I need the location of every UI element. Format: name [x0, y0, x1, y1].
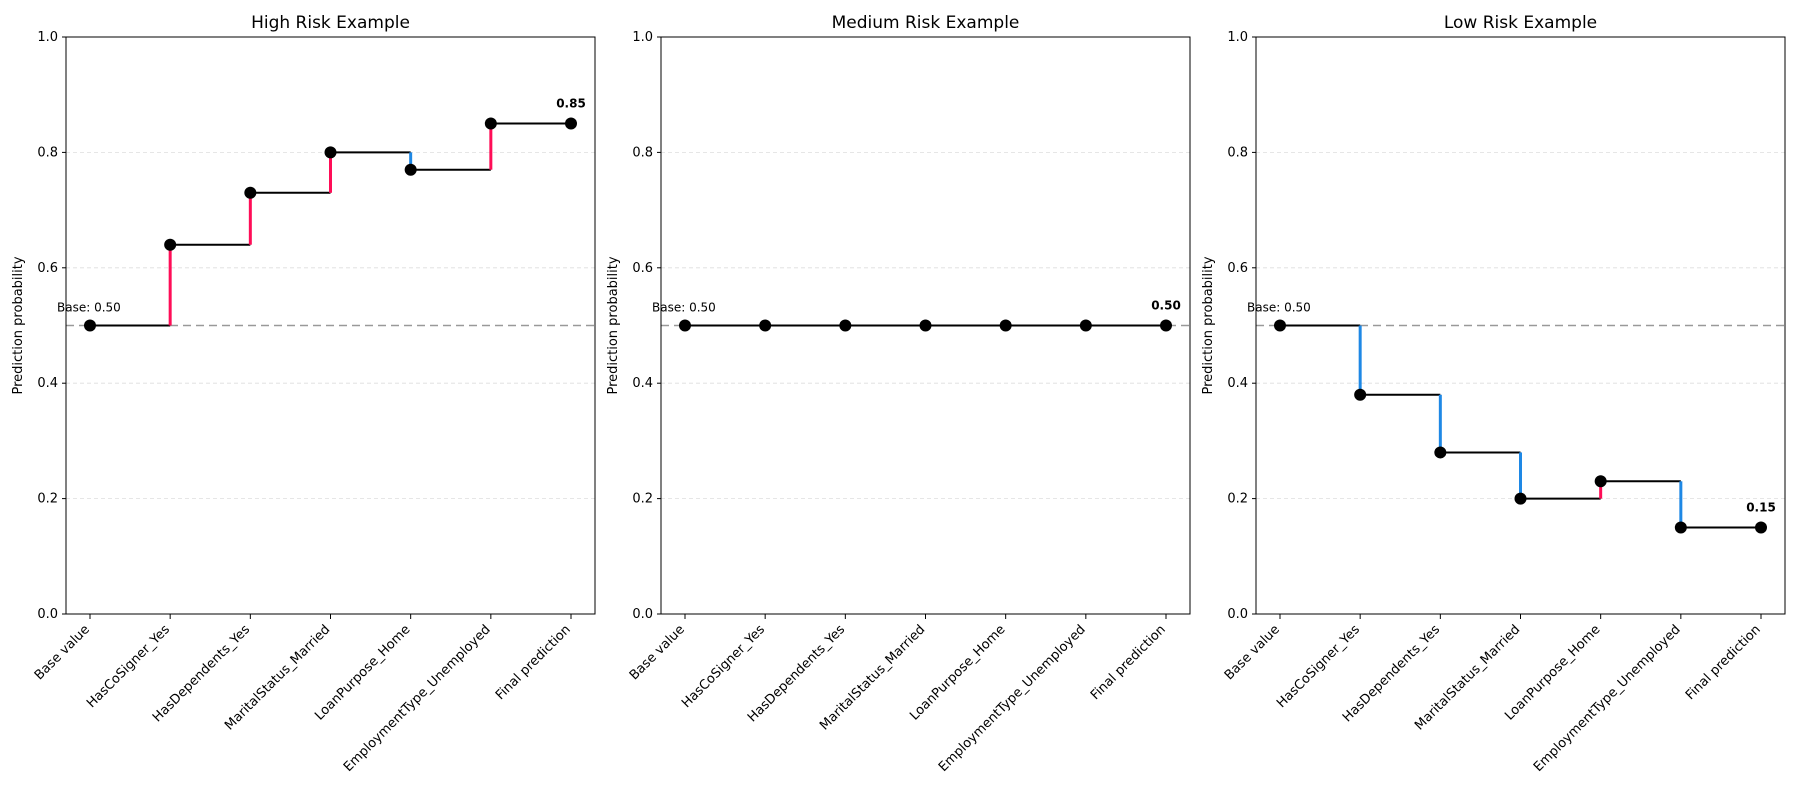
data-point	[1514, 492, 1527, 505]
data-point	[839, 319, 852, 332]
final-value-label: 0.85	[556, 97, 586, 111]
x-tick-label: EmploymentType_Unemployed	[341, 622, 494, 775]
y-axis-label: Prediction probability	[1201, 256, 1216, 394]
y-tick-label: 1.0	[37, 30, 58, 45]
chart-panel-2: 0.0 0.2 0.4 0.6 0.8 1.0 Base: 0.50 0.50 Base val…	[606, 13, 1191, 775]
chart-panel-1: 0.0 0.2 0.4 0.6 0.8 1.0 Base: 0.50 0.85 Base val…	[11, 13, 596, 775]
y-tick-label: 0.0	[37, 607, 58, 622]
y-tick-label: 1.0	[1227, 30, 1248, 45]
chart-panel-3: 0.0 0.2 0.4 0.6 0.8 1.0 Base: 0.50 0.15 Base val…	[1201, 13, 1786, 775]
y-tick-label: 0.2	[37, 492, 58, 507]
data-point	[1434, 446, 1447, 459]
y-tick-label: 0.4	[1227, 376, 1248, 391]
data-point	[1079, 319, 1092, 332]
chart-title: High Risk Example	[251, 13, 410, 33]
y-tick-label: 0.0	[632, 607, 653, 622]
x-tick-label: EmploymentType_Unemployed	[1531, 622, 1684, 775]
data-point	[679, 319, 691, 332]
base-value-label: Base: 0.50	[1247, 301, 1311, 315]
data-point	[484, 117, 497, 130]
data-point	[1274, 319, 1286, 332]
chart-title: Medium Risk Example	[832, 13, 1020, 33]
data-point	[1674, 521, 1687, 534]
data-point	[404, 163, 417, 176]
x-tick-label: Final prediction	[1683, 622, 1764, 703]
y-tick-label: 0.0	[1227, 607, 1248, 622]
x-tick-label: HasCoSigner_Yes	[84, 622, 173, 711]
base-value-label: Base: 0.50	[57, 301, 121, 315]
data-point	[1160, 319, 1172, 332]
y-tick-label: 0.8	[1227, 145, 1248, 160]
data-point	[324, 146, 337, 159]
x-tick-label: Base value	[1222, 622, 1283, 683]
data-point	[244, 186, 257, 199]
y-axis-label: Prediction probability	[606, 256, 621, 394]
y-tick-label: 0.6	[37, 261, 58, 276]
data-point	[1594, 475, 1607, 488]
x-tick-label: HasCoSigner_Yes	[679, 622, 768, 711]
data-point	[565, 117, 577, 130]
y-tick-label: 0.8	[37, 145, 58, 160]
chart-title: Low Risk Example	[1444, 13, 1597, 33]
x-tick-label: Final prediction	[1088, 622, 1169, 703]
data-point	[1354, 388, 1367, 401]
y-tick-label: 1.0	[632, 30, 653, 45]
y-tick-label: 0.6	[632, 261, 653, 276]
y-tick-label: 0.6	[1227, 261, 1248, 276]
data-point	[759, 319, 772, 332]
data-point	[919, 319, 932, 332]
data-point	[164, 238, 177, 251]
x-tick-label: Final prediction	[493, 622, 574, 703]
base-value-label: Base: 0.50	[652, 301, 716, 315]
data-point	[999, 319, 1012, 332]
y-tick-label: 0.4	[632, 376, 653, 391]
final-value-label: 0.15	[1746, 500, 1776, 514]
final-value-label: 0.50	[1151, 299, 1181, 313]
y-tick-label: 0.2	[1227, 492, 1248, 507]
x-tick-label: Base value	[627, 622, 688, 683]
y-axis-label: Prediction probability	[11, 256, 26, 394]
y-tick-label: 0.2	[632, 492, 653, 507]
data-point	[84, 319, 96, 332]
x-tick-label: EmploymentType_Unemployed	[936, 622, 1089, 775]
x-tick-label: HasCoSigner_Yes	[1274, 622, 1363, 711]
data-point	[1755, 521, 1767, 534]
y-tick-label: 0.8	[632, 145, 653, 160]
x-tick-label: Base value	[32, 622, 93, 683]
y-tick-label: 0.4	[37, 376, 58, 391]
